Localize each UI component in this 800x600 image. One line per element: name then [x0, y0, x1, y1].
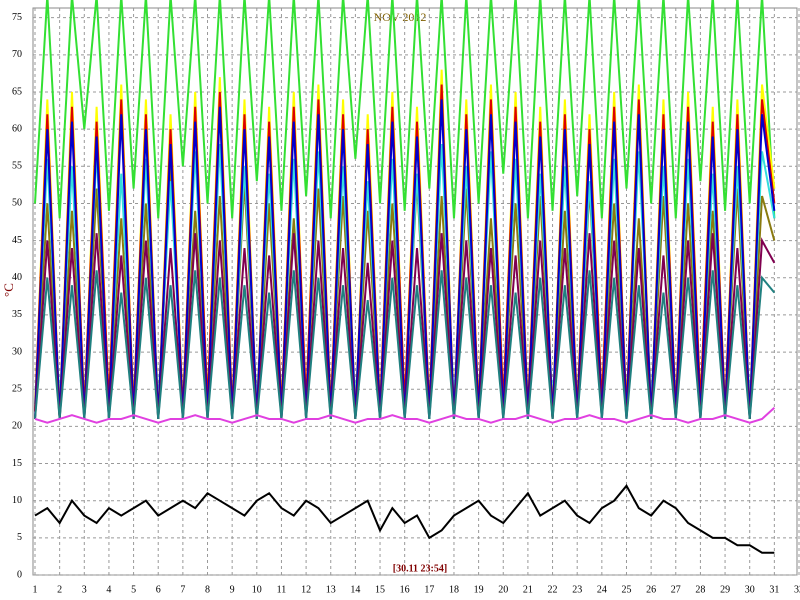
y-tick-label: 75: [12, 12, 22, 23]
x-tick-label: 4: [106, 584, 111, 595]
x-tick-label: 5: [131, 584, 136, 595]
x-tick-label: 28: [695, 584, 705, 595]
x-tick-label: 24: [597, 584, 607, 595]
plot-frame: [32, 7, 798, 576]
x-tick-label: 1: [33, 584, 38, 595]
y-tick-label: 40: [12, 272, 22, 283]
x-tick-label: 9: [230, 584, 235, 595]
y-tick-label: 70: [12, 49, 22, 60]
x-tick-label: 31: [769, 584, 779, 595]
x-tick-label: 21: [523, 584, 533, 595]
x-tick-label: 27: [671, 584, 681, 595]
x-tick-label: 14: [350, 584, 360, 595]
x-tick-label: 26: [646, 584, 656, 595]
annotation: [30.11 23:54]: [393, 563, 447, 574]
x-tick-label: 8: [205, 584, 210, 595]
y-tick-label: 5: [17, 532, 22, 543]
y-tick-label: 45: [12, 235, 22, 246]
y-tick-label: 30: [12, 346, 22, 357]
x-tick-label: 20: [498, 584, 508, 595]
x-tick-label: 12: [301, 584, 311, 595]
y-axis-label: °C: [1, 283, 16, 297]
y-tick-label: 25: [12, 384, 22, 395]
series-line: [34, 484, 775, 554]
y-tick-label: 0: [17, 569, 22, 580]
x-tick-label: 15: [375, 584, 385, 595]
x-tick-label: 32: [794, 584, 800, 595]
x-tick-label: 19: [474, 584, 484, 595]
y-tick-label: 50: [12, 198, 22, 209]
y-tick-label: 20: [12, 421, 22, 432]
chart-title: NOV 2012: [374, 10, 427, 24]
y-tick-label: 10: [12, 495, 22, 506]
x-tick-label: 16: [400, 584, 410, 595]
x-tick-label: 6: [156, 584, 161, 595]
x-tick-label: 11: [277, 584, 287, 595]
x-tick-label: 13: [326, 584, 336, 595]
x-tick-label: 7: [180, 584, 185, 595]
y-tick-label: 35: [12, 309, 22, 320]
series-line: [34, 0, 776, 219]
y-tick-label: 15: [12, 458, 22, 469]
y-tick-label: 60: [12, 123, 22, 134]
x-tick-label: 22: [548, 584, 558, 595]
y-tick-label: 65: [12, 86, 22, 97]
x-tick-label: 25: [621, 584, 631, 595]
x-tick-label: 10: [252, 584, 262, 595]
x-tick-label: 23: [572, 584, 582, 595]
x-tick-label: 3: [82, 584, 87, 595]
x-tick-label: 29: [720, 584, 730, 595]
x-tick-label: 30: [745, 584, 755, 595]
y-tick-label: 55: [12, 161, 22, 172]
x-tick-label: 2: [57, 584, 62, 595]
x-tick-label: 18: [449, 584, 459, 595]
series-line: [34, 407, 776, 424]
x-tick-label: 17: [424, 584, 434, 595]
